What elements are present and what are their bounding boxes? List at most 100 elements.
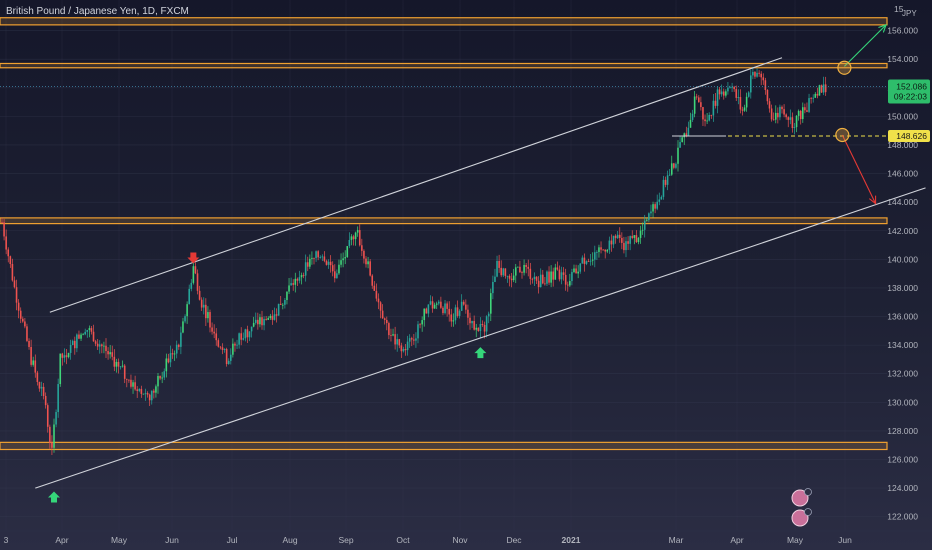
candle bbox=[756, 68, 758, 78]
candle-body bbox=[562, 272, 565, 275]
candle bbox=[602, 249, 604, 251]
candle-body bbox=[787, 117, 790, 120]
candle-body bbox=[554, 267, 557, 280]
candle bbox=[161, 371, 163, 384]
candle bbox=[128, 379, 130, 383]
symbol-title[interactable]: British Pound / Japanese Yen, 1D, FXCM bbox=[6, 6, 189, 17]
candle bbox=[369, 259, 371, 277]
candle-body bbox=[720, 91, 723, 95]
candle-body bbox=[625, 241, 627, 251]
candle bbox=[423, 308, 426, 327]
last-price-value: 152.086 bbox=[896, 82, 927, 92]
candle bbox=[146, 391, 149, 398]
candle bbox=[240, 327, 242, 346]
candle-body bbox=[327, 261, 330, 265]
candle bbox=[88, 325, 91, 338]
candle-body bbox=[450, 314, 453, 322]
candle bbox=[444, 299, 446, 315]
candle-body bbox=[28, 340, 30, 347]
candle bbox=[358, 224, 361, 247]
candle bbox=[55, 409, 57, 428]
time-tick-label: Dec bbox=[506, 535, 522, 545]
candle-body bbox=[739, 97, 742, 110]
candle-body bbox=[271, 315, 274, 320]
candle-body bbox=[479, 323, 482, 332]
candle-body bbox=[504, 268, 507, 276]
candle-body bbox=[743, 107, 746, 111]
candle-body bbox=[691, 113, 694, 120]
time-tick-label: Jun bbox=[165, 535, 179, 545]
author-avatar-icon[interactable] bbox=[791, 488, 812, 507]
candle-body bbox=[288, 285, 290, 292]
candle-body bbox=[452, 320, 455, 322]
candle bbox=[591, 252, 594, 266]
candle bbox=[163, 368, 166, 381]
candle-body bbox=[467, 309, 469, 318]
candle-body bbox=[587, 261, 590, 263]
chart-grid bbox=[0, 0, 887, 531]
candle-body bbox=[716, 89, 719, 106]
candle-body bbox=[408, 338, 411, 342]
candle bbox=[727, 81, 729, 95]
candle-body bbox=[238, 333, 240, 345]
channel-upper-line bbox=[49, 57, 783, 313]
candle bbox=[402, 346, 405, 353]
candle bbox=[26, 323, 28, 343]
candle-body bbox=[658, 199, 661, 202]
candle-body bbox=[415, 338, 417, 341]
candle-body bbox=[812, 97, 814, 99]
author-avatar-icon[interactable] bbox=[791, 508, 812, 527]
candle bbox=[808, 93, 810, 113]
candle-body bbox=[178, 344, 180, 347]
candle bbox=[500, 260, 502, 278]
candle-body bbox=[128, 379, 130, 381]
candle-body bbox=[810, 98, 812, 99]
candle-body bbox=[217, 340, 220, 347]
candle bbox=[691, 109, 694, 123]
candle-body bbox=[693, 96, 696, 114]
candle bbox=[148, 393, 151, 407]
candle-body bbox=[336, 273, 338, 279]
candle-body bbox=[712, 100, 715, 116]
candle bbox=[86, 329, 89, 338]
candle-body bbox=[571, 272, 573, 282]
candle-body bbox=[69, 344, 72, 353]
candle bbox=[269, 313, 272, 320]
price-tick-label: 140.000 bbox=[887, 254, 918, 264]
candle bbox=[288, 277, 290, 294]
idea-avatars[interactable] bbox=[791, 488, 812, 527]
candle-body bbox=[756, 72, 758, 77]
candle-body bbox=[616, 234, 619, 239]
candle bbox=[673, 162, 675, 170]
candle bbox=[392, 328, 394, 337]
candle-body bbox=[816, 93, 819, 96]
candle bbox=[646, 217, 648, 222]
candle-body bbox=[148, 394, 151, 401]
candle bbox=[521, 270, 523, 279]
candle-body bbox=[134, 382, 136, 390]
candle-body bbox=[309, 258, 311, 267]
candle-body bbox=[130, 379, 132, 387]
candle bbox=[485, 315, 488, 338]
candle-body bbox=[306, 262, 309, 267]
candle bbox=[456, 300, 459, 318]
candle bbox=[462, 299, 465, 306]
candle bbox=[512, 268, 515, 283]
candle bbox=[13, 276, 16, 289]
candle-body bbox=[435, 303, 438, 305]
price-axis[interactable]: 122.000 124.000 126.000 128.000 130.000 132.0… bbox=[887, 4, 918, 522]
candle-body bbox=[675, 163, 677, 168]
candle-body bbox=[138, 388, 141, 391]
candle bbox=[629, 235, 631, 251]
candle-body bbox=[61, 353, 64, 358]
candle-body bbox=[473, 320, 475, 330]
candle bbox=[267, 316, 270, 320]
candle bbox=[417, 320, 419, 344]
candle bbox=[105, 338, 107, 358]
candle-body bbox=[581, 257, 584, 264]
time-axis[interactable]: 3 Apr May Jun Jul Aug Sep Oct Nov Dec 2021 Mar Apr Ma… bbox=[0, 530, 932, 545]
candle-body bbox=[373, 285, 376, 291]
candle bbox=[244, 328, 247, 342]
candle bbox=[17, 299, 20, 319]
